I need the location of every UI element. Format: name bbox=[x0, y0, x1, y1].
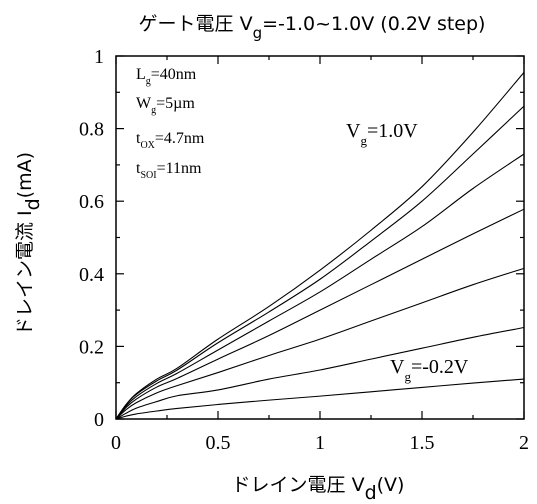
param-wg-value: =5µm bbox=[156, 95, 195, 112]
param-lg-value: =40nm bbox=[151, 66, 197, 83]
x-axis-label-main: ドレイン電圧 V bbox=[232, 474, 365, 496]
series-lines bbox=[115, 71, 525, 420]
series-line-4 bbox=[115, 267, 525, 420]
device-parameters: Lg=40nm Wg=5µm tOX=4.7nm tSOI=11nm bbox=[136, 66, 205, 181]
annotation-vg-bottom-main: V bbox=[390, 356, 405, 378]
series-line-0 bbox=[115, 71, 525, 420]
y-axis-label-unit: (mA) bbox=[14, 152, 36, 198]
y-tick-label: 0.4 bbox=[79, 264, 104, 286]
annotation-vg-top: Vg=1.0V bbox=[346, 120, 418, 148]
param-tox-sub: OX bbox=[140, 140, 155, 151]
param-wg-sub: g bbox=[151, 105, 156, 116]
param-tsoi: tSOI=11nm bbox=[136, 160, 202, 181]
annotation-vg-top-sub: g bbox=[360, 133, 367, 148]
series-line-1 bbox=[115, 105, 525, 420]
param-wg-main: W bbox=[136, 95, 152, 112]
param-wg: Wg=5µm bbox=[136, 95, 195, 116]
y-tick-label: 0 bbox=[94, 409, 104, 431]
x-axis-label-sub: d bbox=[365, 482, 377, 504]
axis-ticks bbox=[115, 55, 525, 420]
param-lg: Lg=40nm bbox=[136, 66, 197, 87]
annotation-vg-bottom: Vg=-0.2V bbox=[390, 356, 469, 384]
series-line-6 bbox=[115, 378, 525, 420]
series-line-5 bbox=[115, 326, 525, 420]
param-lg-main: L bbox=[136, 66, 146, 83]
y-tick-label: 0.6 bbox=[79, 191, 104, 213]
y-tick-label: 0.8 bbox=[79, 119, 104, 141]
param-lg-sub: g bbox=[146, 76, 151, 87]
x-axis-label-unit: (V) bbox=[377, 474, 405, 496]
param-tox-main: t bbox=[136, 130, 141, 147]
chart-title-sub: g bbox=[253, 24, 263, 42]
series-line-2 bbox=[115, 153, 525, 420]
axis-tick-labels: 0 0.5 1 1.5 2 0 0.2 0.4 0.6 0.8 1 bbox=[79, 46, 529, 454]
x-tick-label: 2 bbox=[519, 432, 529, 454]
y-axis-label: ドレイン電流 Id(mA) bbox=[14, 152, 44, 336]
param-tox: tOX=4.7nm bbox=[136, 130, 205, 151]
chart-title-prefix: ゲート電圧 V bbox=[139, 13, 253, 35]
x-tick-label: 0.5 bbox=[206, 432, 231, 454]
annotation-vg-top-main: V bbox=[346, 120, 361, 142]
x-tick-label: 1 bbox=[315, 432, 325, 454]
chart-title: ゲート電圧 Vg=-1.0~1.0V (0.2V step) bbox=[139, 13, 486, 42]
y-axis-label-sub: d bbox=[22, 198, 44, 210]
annotation-vg-bottom-sub: g bbox=[404, 369, 411, 384]
chart-title-suffix: =-1.0~1.0V (0.2V step) bbox=[262, 13, 485, 35]
x-axis-label: ドレイン電圧 Vd(V) bbox=[232, 474, 405, 504]
param-tox-value: =4.7nm bbox=[155, 130, 205, 147]
param-tsoi-value: =11nm bbox=[157, 160, 202, 177]
y-tick-label: 1 bbox=[94, 46, 104, 68]
annotation-vg-top-value: =1.0V bbox=[367, 120, 418, 142]
y-tick-label: 0.2 bbox=[79, 336, 104, 358]
annotation-vg-bottom-value: =-0.2V bbox=[411, 356, 469, 378]
x-tick-label: 1.5 bbox=[410, 432, 435, 454]
param-tsoi-sub: SOI bbox=[140, 170, 156, 181]
param-tsoi-main: t bbox=[136, 160, 141, 177]
series-line-3 bbox=[115, 208, 525, 420]
y-axis-label-main: ドレイン電流 I bbox=[14, 210, 36, 336]
x-tick-label: 0 bbox=[111, 432, 121, 454]
